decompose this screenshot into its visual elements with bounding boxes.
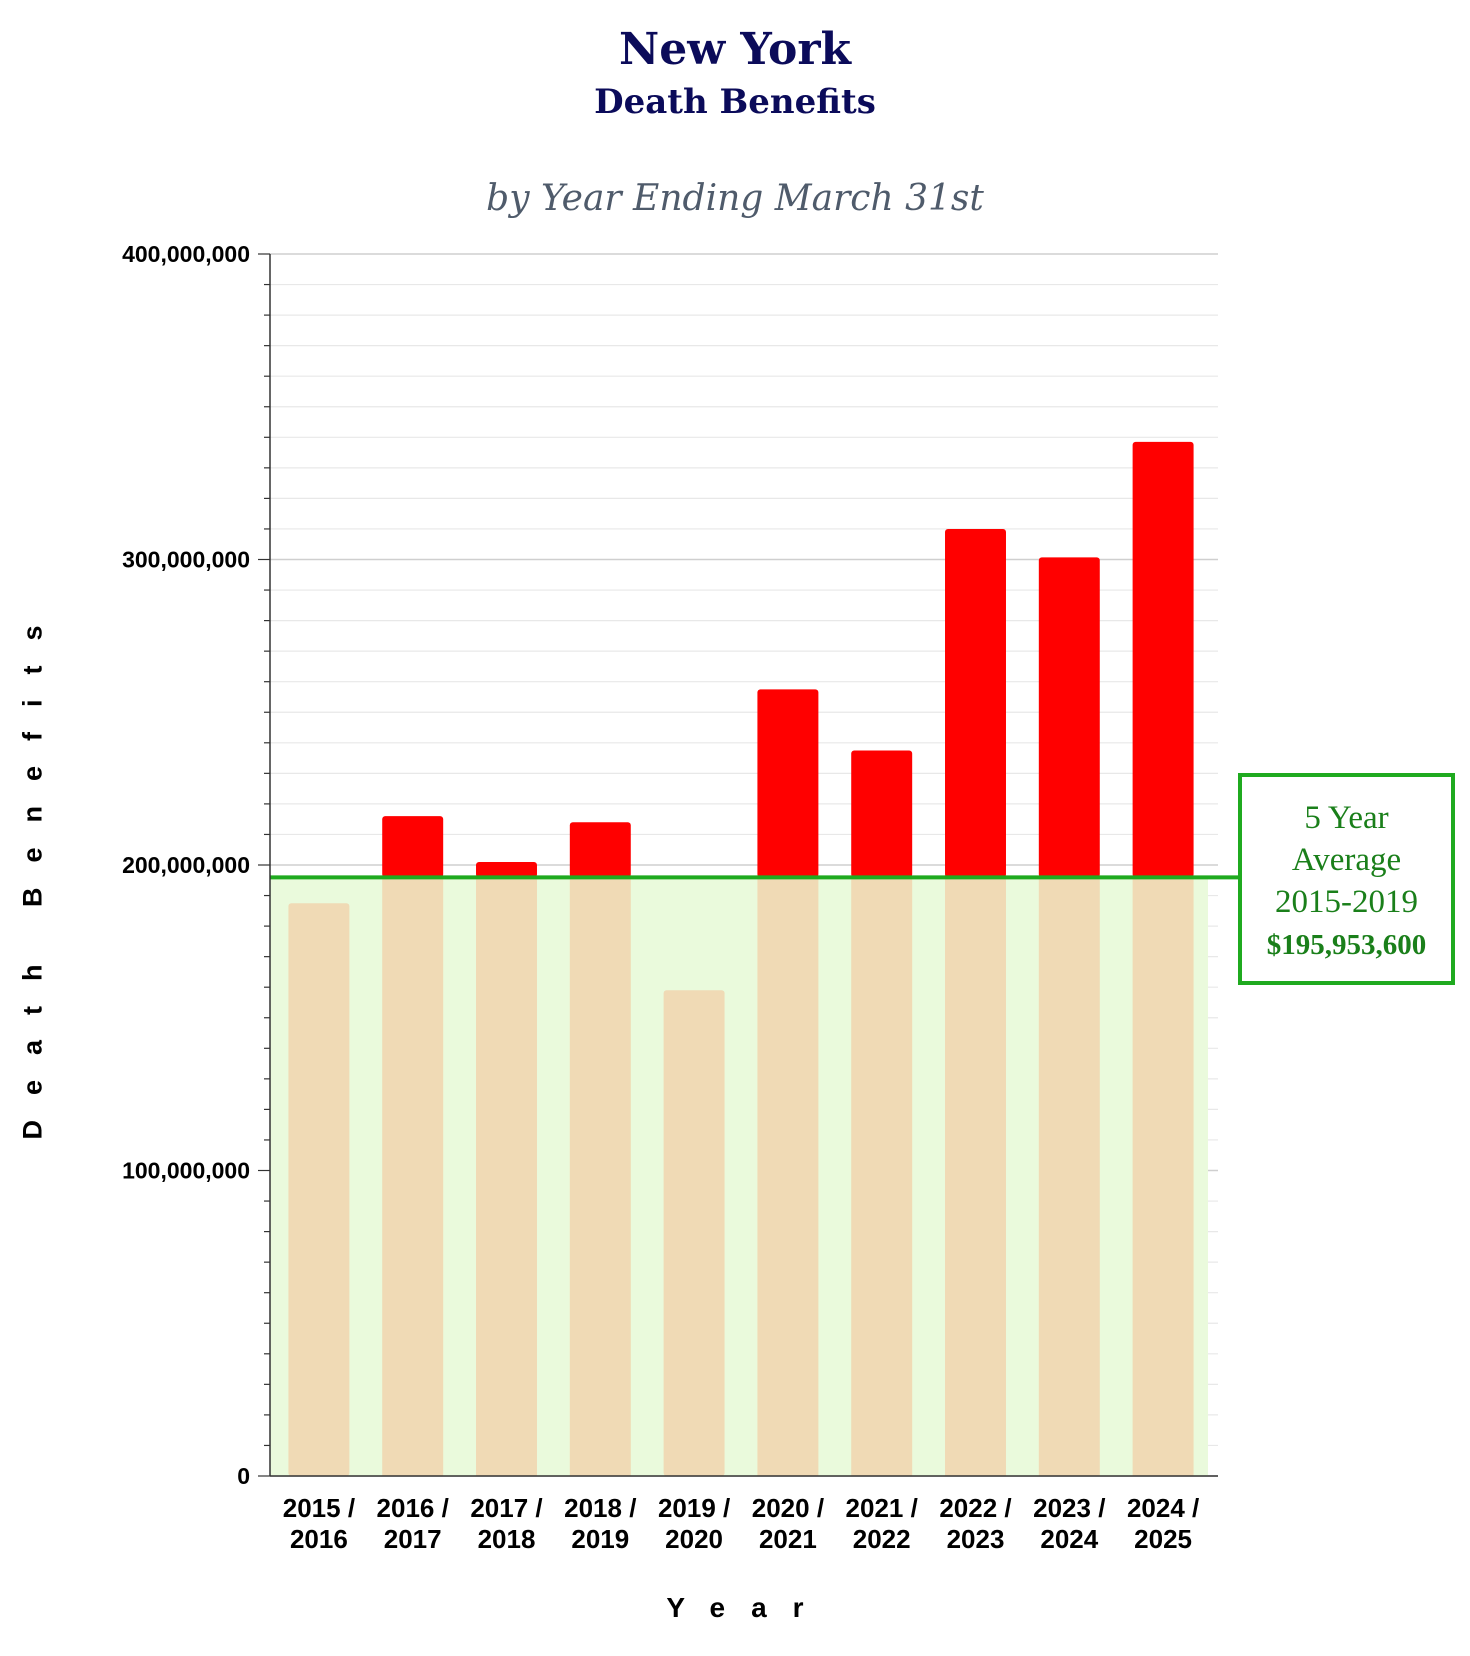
x-tick-label: 2022	[853, 1524, 911, 1554]
x-tick-label: 2024	[1040, 1524, 1098, 1554]
bar-excess	[757, 689, 819, 878]
bar-base	[288, 903, 350, 1476]
bar-base	[945, 877, 1006, 1476]
bar-excess	[1132, 441, 1194, 878]
axes	[258, 253, 1238, 1477]
y-tick-label: 300,000,000	[122, 547, 250, 573]
average-label-line3: 2015-2019	[1275, 884, 1418, 920]
x-tick-label: 2017 /	[470, 1493, 542, 1523]
y-axis-label: Death Benefits	[17, 600, 48, 1140]
bar-excess	[569, 822, 631, 878]
x-tick-label: 2019 /	[658, 1493, 730, 1523]
x-tick-label: 2022 /	[939, 1493, 1011, 1523]
x-tick-label: 2019	[571, 1524, 629, 1554]
x-tick-label: 2020 /	[752, 1493, 824, 1523]
chart-title: New York	[618, 24, 851, 75]
average-annotation-box: 5 Year Average 2015-2019 $195,953,600	[1238, 773, 1455, 985]
bar-excess	[1038, 557, 1100, 878]
chart-subtitle-title: Death Benefits	[594, 82, 876, 122]
average-label-line2: Average	[1291, 842, 1402, 878]
bar-base	[1038, 877, 1100, 1476]
x-axis-label: Year	[666, 1592, 830, 1623]
x-tick-label: 2018	[478, 1524, 536, 1554]
bar-excess	[945, 528, 1006, 878]
x-tick-label: 2016	[290, 1524, 348, 1554]
x-tick-label: 2017	[384, 1524, 442, 1554]
chart-subtitle: by Year Ending March 31st	[486, 178, 984, 219]
x-tick-label: 2015 /	[283, 1493, 355, 1523]
x-tick-label: 2021	[759, 1524, 817, 1554]
average-label-line1: 5 Year	[1304, 800, 1389, 836]
x-tick-label: 2025	[1134, 1524, 1192, 1554]
bar-base	[757, 877, 819, 1476]
bar-base	[851, 877, 913, 1476]
bar-excess	[851, 750, 913, 878]
bars	[288, 441, 1194, 1476]
x-tick-label: 2020	[665, 1524, 723, 1554]
average-value: $195,953,600	[1266, 929, 1427, 961]
x-tick-label: 2021 /	[846, 1493, 918, 1523]
x-tick-label: 2016 /	[377, 1493, 449, 1523]
bar-base	[569, 877, 631, 1476]
x-tick-label: 2023 /	[1033, 1493, 1105, 1523]
bar-excess	[382, 816, 444, 878]
x-tick-label: 2023	[947, 1524, 1005, 1554]
bar-base	[1132, 877, 1194, 1476]
x-tick-label: 2018 /	[564, 1493, 636, 1523]
x-tick-label: 2024 /	[1127, 1493, 1199, 1523]
bar-excess	[476, 861, 537, 878]
y-tick-label: 200,000,000	[122, 852, 250, 878]
bar-base	[663, 990, 725, 1476]
bar-base	[476, 877, 537, 1476]
y-tick-label: 400,000,000	[122, 241, 250, 267]
y-tick-label: 100,000,000	[122, 1158, 250, 1184]
y-tick-label: 0	[237, 1463, 250, 1489]
bar-base	[382, 877, 444, 1476]
